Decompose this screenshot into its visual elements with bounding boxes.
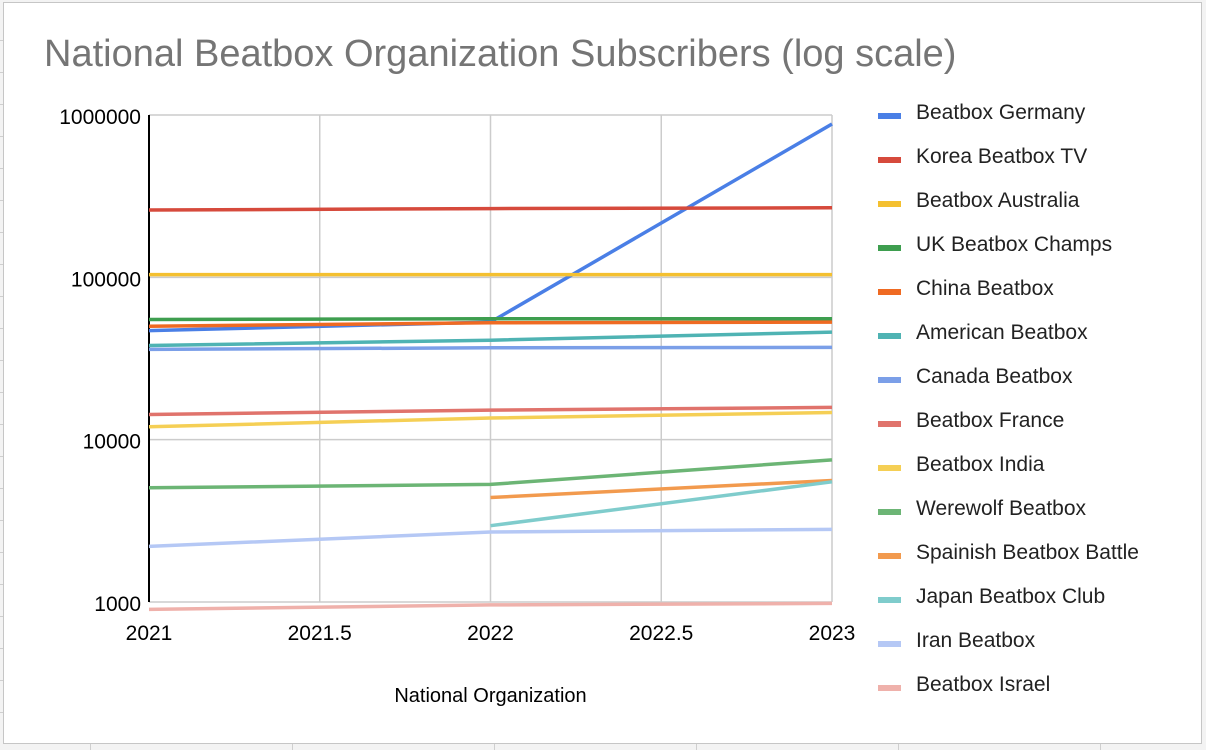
plot-area: 1000 10000 100000 1000000 2021 2021.5 2022 2022…: [59, 106, 855, 707]
legend-swatch: [878, 333, 901, 339]
legend-swatch: [878, 245, 901, 251]
legend-swatch: [878, 201, 901, 207]
frame-tick: [0, 168, 3, 169]
legend-label: Beatbox Australia: [916, 189, 1080, 212]
x-tick-label: 2023: [809, 622, 856, 645]
legend-label: Beatbox Germany: [916, 101, 1086, 124]
series-line-spainish-beatbox-battle: [490, 478, 833, 500]
legend-item[interactable]: China Beatbox: [876, 274, 1196, 304]
legend-label: Spainish Beatbox Battle: [916, 541, 1139, 564]
x-tick-label: 2022: [467, 622, 514, 645]
series-layer: [148, 122, 833, 612]
legend-item[interactable]: Beatbox Israel: [876, 670, 1196, 700]
legend-item[interactable]: Spainish Beatbox Battle: [876, 538, 1196, 568]
legend-swatch: [878, 597, 901, 603]
series-line-china-beatbox: [148, 320, 833, 328]
legend-label: Japan Beatbox Club: [916, 585, 1106, 608]
legend-label: American Beatbox: [916, 321, 1088, 344]
frame-tick: [0, 392, 3, 393]
series-line-beatbox-israel: [148, 601, 833, 612]
grid-layer: [149, 114, 833, 603]
series-line-japan-beatbox-club: [490, 480, 833, 528]
legend-item[interactable]: Beatbox Germany: [876, 98, 1196, 128]
label-layer: 1000 10000 100000 1000000 2021 2021.5 2022 2022…: [59, 106, 855, 707]
frame-tick: [0, 104, 3, 105]
x-tick-label: 2022.5: [629, 622, 693, 645]
legend-label: Beatbox India: [916, 453, 1045, 476]
legend-swatch: [878, 377, 901, 383]
legend-label: Iran Beatbox: [916, 629, 1036, 652]
legend-item[interactable]: Werewolf Beatbox: [876, 494, 1196, 524]
frame-tick: [0, 488, 3, 489]
series-line-uk-beatbox-champs: [148, 317, 832, 322]
y-tick-label: 100000: [71, 268, 141, 291]
frame-tick: [0, 648, 3, 649]
chart-card: National Beatbox Organization Subscriber…: [3, 2, 1202, 744]
x-axis-label: National Organization: [394, 685, 586, 707]
frame-tick: [0, 296, 3, 297]
legend-swatch: [878, 509, 901, 515]
frame-tick: [0, 520, 3, 521]
legend-item[interactable]: Iran Beatbox: [876, 626, 1196, 656]
legend-swatch: [878, 685, 901, 691]
legend-item[interactable]: American Beatbox: [876, 318, 1196, 348]
legend-swatch: [878, 157, 901, 163]
legend-swatch: [878, 421, 901, 427]
y-tick-label: 1000000: [59, 106, 141, 129]
legend-item[interactable]: Beatbox India: [876, 450, 1196, 480]
legend-item[interactable]: Korea Beatbox TV: [876, 142, 1196, 172]
series-line-canada-beatbox: [148, 345, 833, 352]
frame-tick: [0, 360, 3, 361]
frame-tick: [0, 232, 3, 233]
legend-label: Canada Beatbox: [916, 365, 1073, 388]
frame-tick: [0, 200, 3, 201]
series-line-american-beatbox: [148, 330, 833, 348]
x-tick-label: 2021: [126, 622, 173, 645]
x-tick-label: 2021.5: [288, 622, 352, 645]
y-tick-label: 1000: [94, 593, 141, 616]
legend-label: Werewolf Beatbox: [916, 497, 1087, 520]
frame-tick: [0, 328, 3, 329]
series-line-korea-beatbox-tv: [148, 206, 833, 212]
frame-tick: [0, 264, 3, 265]
legend-swatch: [878, 289, 901, 295]
legend-label: Korea Beatbox TV: [916, 145, 1088, 168]
chart-title: National Beatbox Organization Subscriber…: [44, 33, 957, 75]
frame-tick: [696, 744, 697, 750]
frame-tick: [0, 136, 3, 137]
frame-tick: [0, 680, 3, 681]
legend-label: Beatbox France: [916, 409, 1065, 432]
frame-tick: [0, 40, 3, 41]
frame-tick: [0, 456, 3, 457]
frame-tick: [0, 712, 3, 713]
frame-tick: [292, 744, 293, 750]
frame-tick: [0, 552, 3, 553]
y-tick-label: 10000: [83, 431, 141, 454]
frame-tick: [0, 424, 3, 425]
frame-tick: [898, 744, 899, 750]
frame-tick: [0, 72, 3, 73]
frame-tick: [90, 744, 91, 750]
frame-tick: [1100, 744, 1101, 750]
frame-tick: [0, 584, 3, 585]
series-line-werewolf-beatbox: [148, 458, 833, 490]
legend-swatch: [878, 553, 901, 559]
legend-label: Beatbox Israel: [916, 673, 1051, 696]
legend-label: China Beatbox: [916, 277, 1054, 300]
legend-item[interactable]: Canada Beatbox: [876, 362, 1196, 392]
legend-item[interactable]: Beatbox France: [876, 406, 1196, 436]
legend-item[interactable]: Japan Beatbox Club: [876, 582, 1196, 612]
series-line-iran-beatbox: [148, 527, 833, 549]
series-line-beatbox-india: [148, 410, 833, 429]
legend-swatch: [878, 465, 901, 471]
legend-label: UK Beatbox Champs: [916, 233, 1113, 256]
frame-tick: [494, 744, 495, 750]
legend-item[interactable]: Beatbox Australia: [876, 186, 1196, 216]
legend-swatch: [878, 641, 901, 647]
frame-tick: [0, 616, 3, 617]
series-line-beatbox-france: [148, 405, 833, 417]
legend-swatch: [878, 113, 901, 119]
legend-item[interactable]: UK Beatbox Champs: [876, 230, 1196, 260]
